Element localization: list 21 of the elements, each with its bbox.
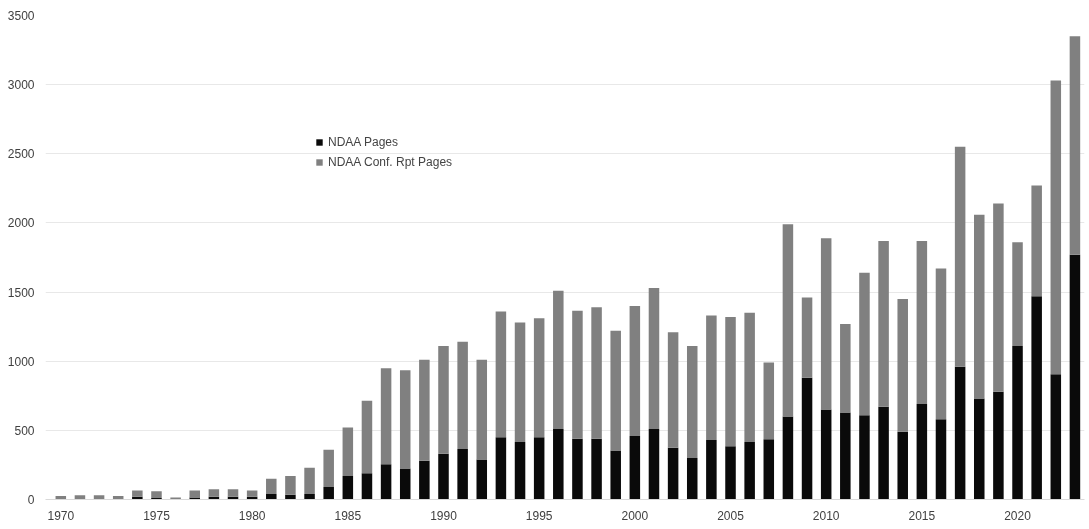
y-tick-label: 500	[14, 423, 35, 438]
y-tick-label: 1000	[7, 354, 35, 369]
x-tick-label: 1980	[238, 508, 266, 523]
x-tick-label: 1985	[334, 508, 362, 523]
y-tick-label: 0	[27, 493, 35, 507]
y-tick-label: 2000	[7, 216, 35, 231]
x-tick-label: 1970	[47, 508, 75, 523]
x-tick-label: 1975	[143, 508, 171, 523]
x-tick-label: 2000	[621, 508, 649, 523]
x-tick-label: 1995	[525, 508, 553, 523]
legend-label: NDAA Pages	[328, 135, 399, 149]
x-tick-label: 2020	[1004, 508, 1032, 523]
x-tick-label: 2005	[717, 508, 745, 523]
x-tick-label: 2010	[812, 508, 840, 523]
y-tick-label: 3500	[7, 9, 35, 23]
y-tick-label: 2500	[7, 147, 35, 162]
y-tick-label: 3000	[7, 78, 35, 93]
y-tick-label: 1500	[7, 285, 35, 300]
legend-label: NDAA Conf. Rpt Pages	[328, 155, 453, 169]
x-tick-label: 1990	[430, 508, 458, 523]
x-tick-label: 2015	[908, 508, 936, 523]
